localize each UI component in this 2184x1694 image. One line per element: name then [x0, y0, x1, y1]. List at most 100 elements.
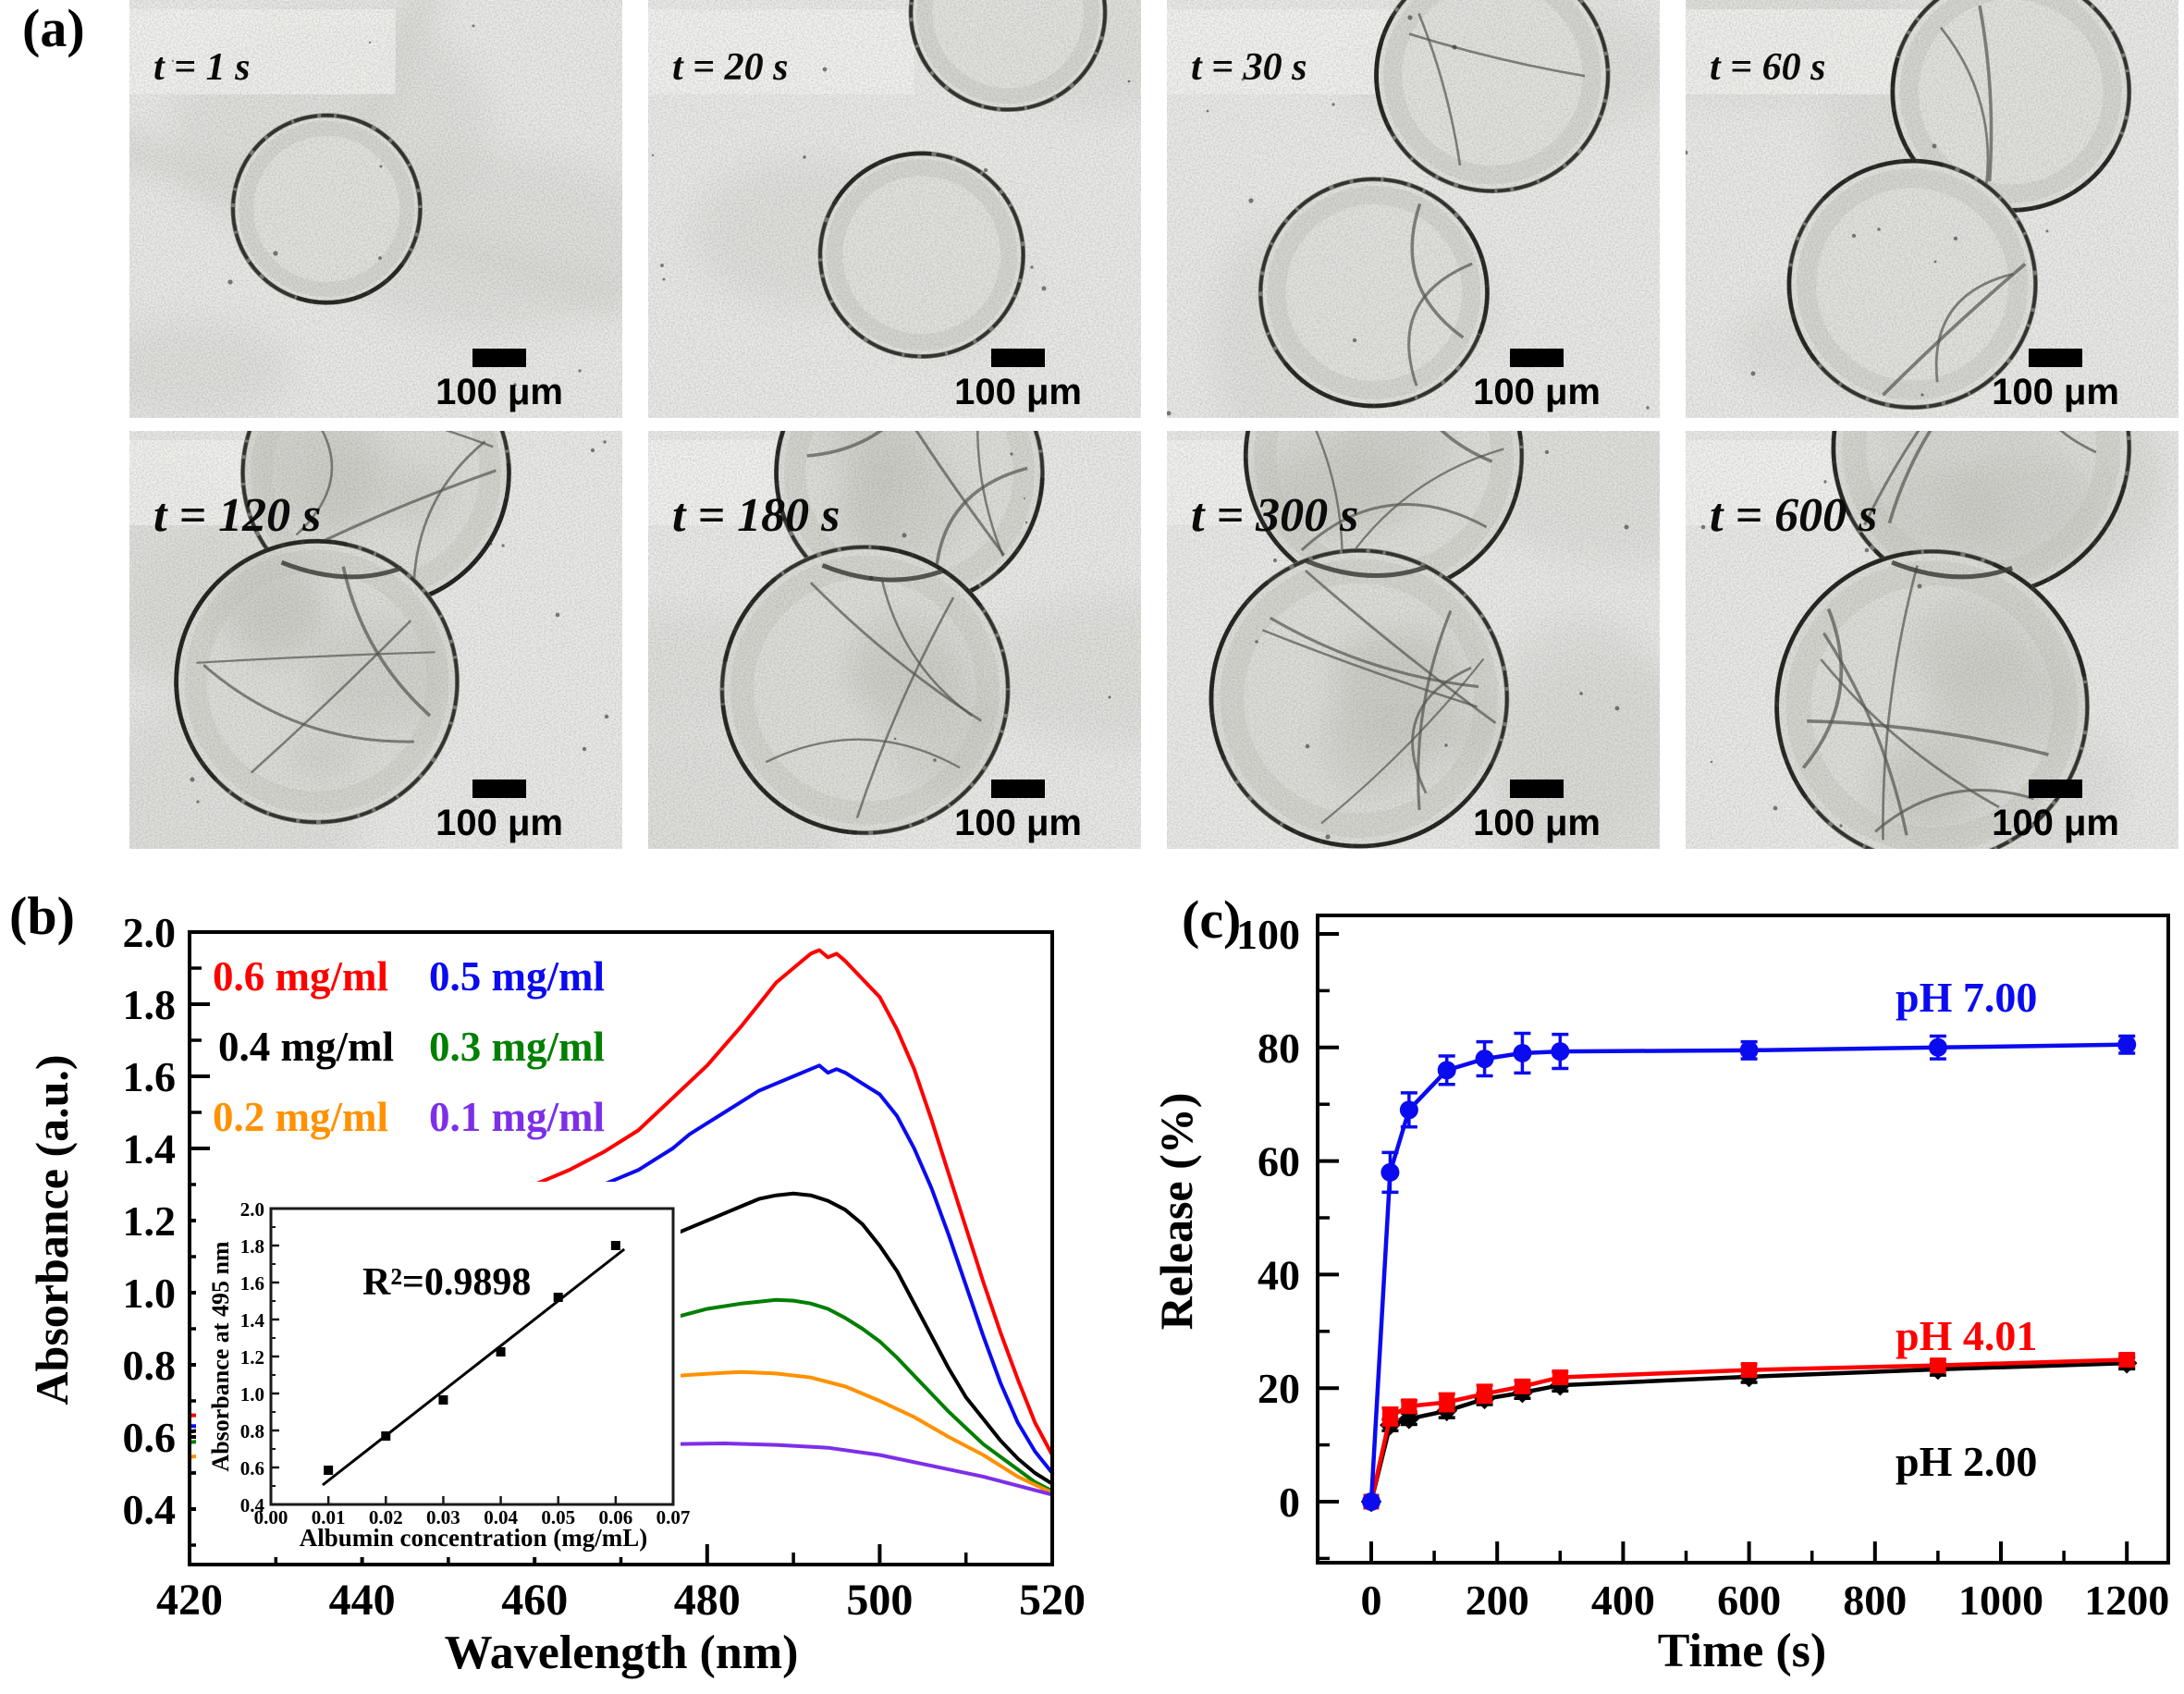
x-tick-label: 1000 [1958, 1577, 2043, 1624]
micrograph-image [648, 0, 1141, 418]
x-tick-label: 440 [329, 1576, 396, 1625]
micrograph-tile: t = 30 s 100 μm [1167, 0, 1660, 418]
scale-bar: 100 μm [436, 349, 563, 411]
inset-x-tick-label: 0.00 [254, 1506, 288, 1528]
scale-bar: 100 μm [954, 779, 1082, 841]
legend-item-0.4: 0.4 mg/ml [218, 1024, 394, 1070]
inset-data-point [496, 1347, 506, 1356]
scale-bar-label: 100 μm [1473, 803, 1601, 843]
data-point [1513, 1043, 1532, 1062]
y-tick-label: 0.6 [123, 1414, 177, 1461]
scale-bar-label: 100 μm [436, 372, 563, 412]
micrograph-tile: t = 120 s 100 μm [129, 431, 622, 849]
data-point [1380, 1162, 1400, 1182]
r-squared-annotation: R²=0.9898 [362, 1261, 532, 1304]
inset-data-point [553, 1293, 563, 1302]
time-label: t = 120 s [153, 489, 322, 542]
y-tick-label: 100 [1236, 911, 1300, 958]
y-tick-label: 1.0 [123, 1270, 177, 1317]
inset-y-tick-label: 1.2 [240, 1346, 264, 1369]
x-tick-label: 1200 [2084, 1577, 2169, 1624]
x-tick-label: 500 [846, 1576, 913, 1625]
inset-fit-line [322, 1247, 626, 1487]
series-label-ph7: pH 7.00 [1896, 974, 2038, 1021]
x-tick-label: 0 [1361, 1577, 1382, 1624]
micrograph-image [648, 431, 1141, 849]
micrograph-image [1686, 431, 2178, 849]
x-tick-label: 460 [501, 1576, 568, 1625]
data-point [1401, 1398, 1417, 1415]
scale-bar-label: 100 μm [1473, 372, 1601, 412]
release-x-axis-title: Time (s) [1657, 1625, 1827, 1677]
inset-x-tick-label: 0.04 [484, 1506, 518, 1528]
y-tick-label: 80 [1258, 1025, 1300, 1072]
micrograph-image [1167, 431, 1660, 849]
legend-item-0.3: 0.3 mg/ml [429, 1024, 605, 1070]
inset-x-tick-label: 0.03 [426, 1506, 460, 1528]
time-label: t = 300 s [1191, 489, 1359, 542]
inset-x-tick-label: 0.07 [656, 1506, 691, 1528]
data-point [1739, 1040, 1759, 1060]
scale-bar-rect [472, 779, 527, 798]
data-point [1514, 1378, 1530, 1394]
inset-x-tick-label: 0.01 [312, 1506, 346, 1528]
inset-y-tick-label: 0.4 [240, 1494, 265, 1516]
inset-y-tick-label: 1.8 [240, 1235, 264, 1258]
micrograph-image [129, 431, 622, 849]
release-curve [1368, 1042, 2128, 1503]
scale-bar: 100 μm [1473, 349, 1601, 411]
y-tick-label: 0.4 [123, 1486, 177, 1533]
data-point [1439, 1394, 1455, 1411]
data-point [1930, 1357, 1946, 1374]
inset-y-tick-label: 0.8 [240, 1420, 264, 1442]
micrograph-tile: t = 600 s 100 μm [1686, 431, 2178, 849]
legend-item-0.5: 0.5 mg/ml [429, 953, 605, 1000]
x-tick-label: 520 [1019, 1576, 1086, 1625]
scale-bar-label: 100 μm [1992, 372, 2119, 412]
scale-bar-rect [2029, 779, 2083, 798]
inset-data-point [438, 1395, 448, 1405]
micrograph-tile: t = 1 s 100 μm [129, 0, 622, 418]
data-point [1362, 1492, 1380, 1511]
inset-x-tick-label: 0.05 [541, 1506, 575, 1528]
micrograph-tile: t = 20 s 100 μm [648, 0, 1141, 418]
micrograph-tile: t = 60 s 100 μm [1686, 0, 2178, 418]
panel-b-label: (b) [9, 886, 75, 946]
data-point [1437, 1061, 1456, 1080]
x-tick-label: 800 [1843, 1577, 1907, 1624]
time-label: t = 20 s [672, 46, 789, 89]
x-tick-label: 400 [1591, 1577, 1655, 1624]
inset-data-point [610, 1241, 620, 1250]
y-tick-label: 1.2 [123, 1197, 177, 1245]
data-point [1475, 1050, 1494, 1069]
data-point [2117, 1035, 2137, 1054]
scale-bar-rect [991, 779, 1046, 798]
data-point [1551, 1042, 1570, 1062]
data-point [1399, 1100, 1418, 1120]
y-tick-label: 20 [1258, 1365, 1300, 1412]
inset-x-tick-label: 0.02 [369, 1506, 403, 1528]
scale-bar-label: 100 μm [1992, 803, 2119, 843]
micrograph-tile: t = 300 s 100 μm [1167, 431, 1660, 849]
inset-y-axis-title: Absorbance at 495 nm [207, 1241, 234, 1472]
y-tick-label: 1.4 [123, 1125, 177, 1172]
y-tick-label: 0.8 [123, 1342, 177, 1389]
release-curve [1368, 1357, 2128, 1503]
panel-a-label: (a) [22, 0, 85, 58]
x-tick-label: 420 [156, 1576, 223, 1625]
data-point [1928, 1037, 1947, 1057]
scale-bar: 100 μm [1473, 779, 1601, 841]
inset-x-axis-title: Albumin concentration (mg/mL) [299, 1524, 648, 1552]
data-point [1381, 1408, 1398, 1425]
panel-c-label: (c) [1182, 890, 1242, 950]
inset-y-tick-label: 1.4 [240, 1309, 265, 1332]
inset-y-tick-label: 0.6 [240, 1457, 264, 1479]
inset-data-point [381, 1431, 391, 1441]
legend-item-0.1: 0.1 mg/ml [429, 1094, 605, 1140]
scale-bar-label: 100 μm [954, 803, 1082, 843]
scale-bar-rect [1510, 779, 1564, 798]
release-y-axis-title: Release (%) [1150, 1092, 1202, 1331]
time-label: t = 1 s [153, 46, 251, 89]
